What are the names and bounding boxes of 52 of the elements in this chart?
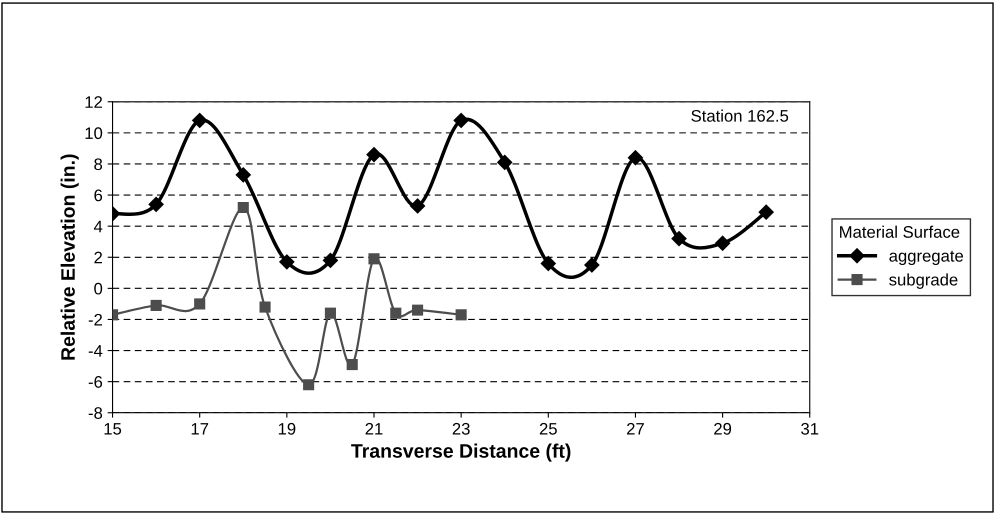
point <box>366 147 382 162</box>
point <box>758 204 774 220</box>
annotation: Station 162.5 <box>691 110 788 122</box>
point <box>584 257 600 273</box>
x-tick-label: 27 <box>627 422 644 435</box>
y-tick-label: 4 <box>94 220 102 232</box>
point <box>238 202 249 214</box>
point <box>715 236 730 251</box>
x-tick-label: 25 <box>540 422 557 435</box>
point <box>628 150 644 166</box>
x-tick-label: 17 <box>192 423 208 435</box>
x-tick-label: 31 <box>801 422 818 435</box>
y-tick-label: 0 <box>94 282 102 295</box>
point <box>260 301 271 313</box>
point <box>148 196 164 212</box>
point <box>368 253 380 264</box>
point <box>322 252 338 268</box>
point <box>390 308 402 319</box>
y-tick-label: -2 <box>88 314 102 326</box>
point <box>324 308 336 319</box>
point <box>194 298 206 310</box>
point <box>346 358 358 370</box>
y-tick-label: -6 <box>88 376 102 388</box>
x-tick-label: 21 <box>366 422 382 435</box>
point <box>410 198 426 214</box>
y-tick-label: 10 <box>86 127 102 140</box>
y-tick-label: -8 <box>88 407 102 419</box>
point <box>497 154 512 170</box>
y-tick-label: 12 <box>86 96 102 108</box>
point <box>412 304 424 316</box>
point <box>303 379 314 390</box>
legend-title: Material Surface <box>840 226 960 238</box>
y-tick-label: 6 <box>94 189 102 202</box>
y-tick-label: 2 <box>94 252 102 264</box>
point <box>192 112 208 128</box>
legend-label: aggregate <box>889 250 964 266</box>
x-tick-label: 29 <box>714 422 732 435</box>
x-tick-label: 23 <box>452 422 470 435</box>
x-tick-label: 19 <box>278 422 296 435</box>
y-axis-title: Relative Elevation (in.) <box>60 154 79 360</box>
x-axis-title: Transverse Distance (ft) <box>351 444 570 462</box>
point <box>150 300 162 312</box>
point <box>456 309 467 320</box>
point <box>671 231 687 246</box>
point <box>279 254 294 270</box>
point <box>540 256 556 272</box>
legend-label: subgrade <box>889 273 958 289</box>
point <box>236 167 251 182</box>
y-tick-label: 8 <box>94 158 102 170</box>
x-tick-label: 15 <box>104 423 122 435</box>
point <box>454 112 469 128</box>
y-tick-label: -4 <box>88 345 102 357</box>
